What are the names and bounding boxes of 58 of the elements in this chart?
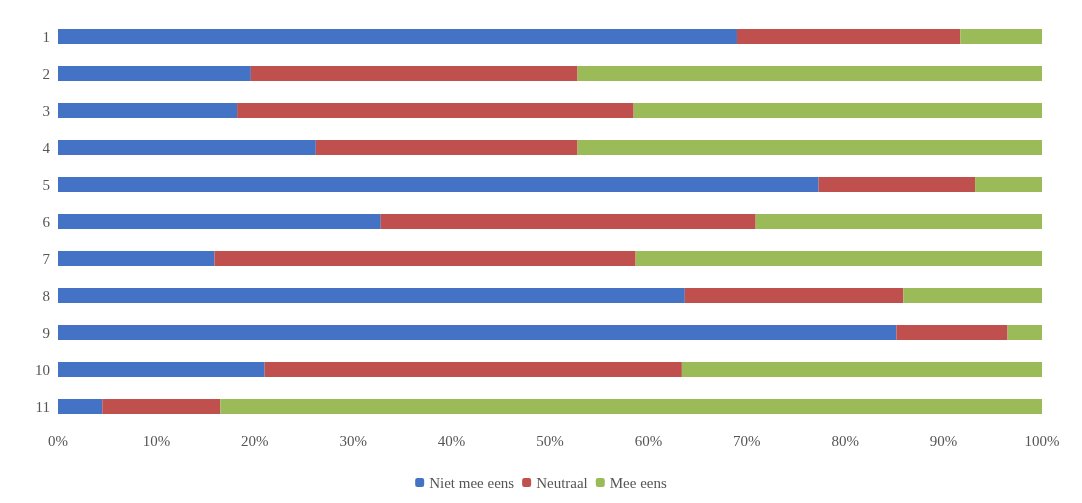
y-tick-label: 6	[42, 213, 51, 230]
y-tick-label: 3	[42, 102, 50, 119]
bar	[755, 214, 1042, 229]
bar	[681, 362, 1042, 377]
bar	[903, 288, 1042, 303]
y-tick-label: 1	[42, 28, 50, 45]
bar	[58, 251, 215, 266]
bar	[250, 66, 578, 81]
bar	[220, 399, 1042, 414]
x-tick-label: 50%	[536, 432, 564, 449]
bar	[264, 362, 682, 377]
bar	[818, 177, 976, 192]
x-tick-label: 80%	[831, 432, 859, 449]
bar	[58, 140, 316, 155]
bar	[380, 214, 756, 229]
x-tick-label: 70%	[733, 432, 761, 449]
bar	[975, 177, 1042, 192]
bar	[577, 140, 1042, 155]
legend-label: Niet mee eens	[429, 474, 515, 491]
legend-label: Mee eens	[609, 474, 667, 491]
bar	[58, 214, 381, 229]
y-tick-label: 5	[42, 176, 50, 193]
y-tick-label: 8	[42, 287, 50, 304]
bar	[58, 325, 897, 340]
bar	[633, 103, 1042, 118]
x-tick-label: 60%	[634, 432, 663, 449]
x-tick-label: 100%	[1024, 432, 1060, 449]
bar	[58, 103, 238, 118]
x-tick-label: 40%	[437, 432, 466, 449]
bar	[960, 29, 1042, 44]
x-tick-label: 20%	[241, 432, 269, 449]
y-tick-label: 10	[35, 361, 50, 378]
bar	[684, 288, 904, 303]
x-tick-label: 30%	[339, 432, 367, 449]
bar	[214, 251, 636, 266]
bar	[896, 325, 1008, 340]
bar	[577, 66, 1042, 81]
legend-label: Neutraal	[536, 474, 588, 491]
bar	[58, 288, 685, 303]
bar	[58, 399, 103, 414]
bar	[1007, 325, 1042, 340]
bar	[237, 103, 634, 118]
bar	[635, 251, 1042, 266]
bar	[736, 29, 961, 44]
y-tick-label: 11	[35, 398, 50, 415]
y-tick-label: 9	[42, 324, 50, 341]
y-tick-label: 7	[42, 250, 51, 267]
x-tick-label: 0%	[48, 432, 68, 449]
bar	[58, 29, 737, 44]
y-tick-label: 2	[42, 65, 50, 82]
bar	[315, 140, 578, 155]
bar	[58, 362, 265, 377]
bar	[102, 399, 221, 414]
x-tick-label: 10%	[142, 432, 171, 449]
y-tick-label: 4	[42, 139, 51, 156]
bar	[58, 66, 251, 81]
x-tick-label: 90%	[929, 432, 958, 449]
bar	[58, 177, 819, 192]
